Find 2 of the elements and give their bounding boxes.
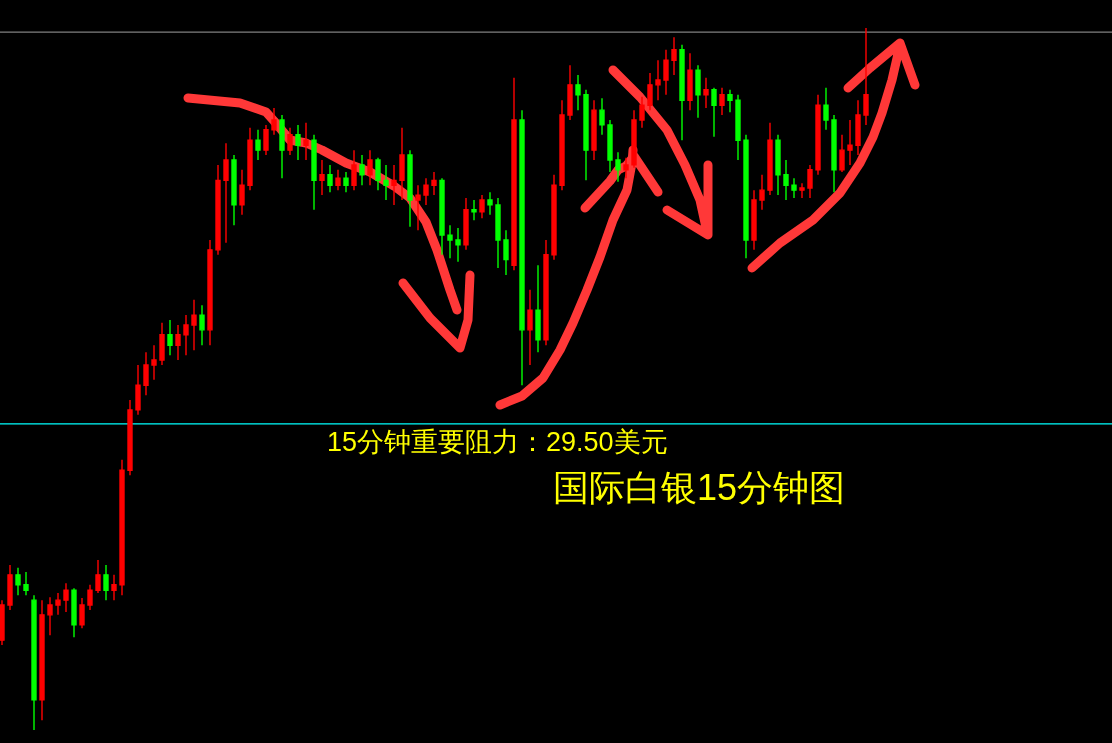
- text: 国际白银15分钟图: [552, 467, 846, 508]
- ref-line-label: 15分钟重要阻力：29.50美元: [327, 426, 668, 457]
